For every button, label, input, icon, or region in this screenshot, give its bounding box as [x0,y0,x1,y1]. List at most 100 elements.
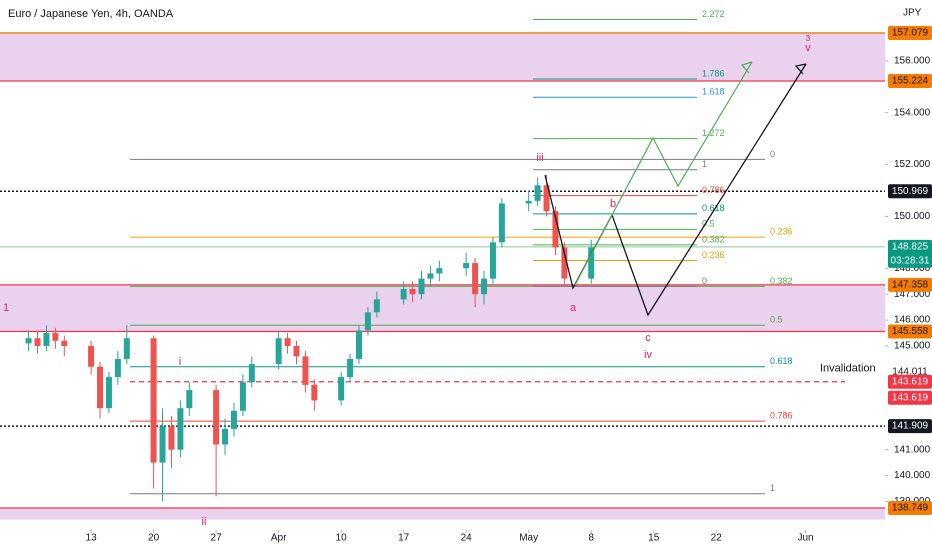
zone [0,507,885,520]
x-tick-label: 17 [398,533,410,544]
candle-body [498,203,505,243]
x-tick-label: 24 [461,533,473,544]
wave-label: 1 [3,302,9,314]
price-label: 144.011 [892,366,928,377]
y-tick-label: 141.000 [894,444,931,455]
candle-body [275,338,282,365]
price-label-box [888,184,932,199]
arrow-head [794,63,807,75]
price-label-box [888,239,932,268]
candle-body [481,278,488,295]
candle-body [489,242,496,279]
wave-label: iv [644,349,652,361]
wave-label: i [179,356,181,368]
candle-body [302,356,309,385]
candle-body [347,358,354,378]
candle-body [123,338,130,359]
x-tick-label: Apr [271,533,287,544]
chart-title: Euro / Japanese Yen, 4h, OANDA [8,8,174,20]
price-label-box [888,74,932,89]
currency: JPY [903,8,922,19]
fib-label: 2.272 [702,9,725,19]
candle-body [97,366,104,409]
x-tick-label: Jun [797,533,813,544]
zone [0,32,885,82]
candle-body [543,185,550,212]
candle-body [186,390,193,409]
fib-label: 1.272 [702,128,725,138]
x-tick-label: 15 [648,533,660,544]
price-label-box [888,277,932,292]
candle-body [472,263,479,295]
y-tick-label: 146.000 [894,315,931,326]
price-label-box [888,390,932,405]
fib-label: 0 [770,149,775,159]
candle-body [34,338,41,346]
fib-label: 1 [702,159,707,169]
price-label-box [888,419,932,434]
price-label: 150.969 [892,186,929,197]
y-tick-label: 154.000 [894,107,931,118]
candle-body [552,211,559,248]
candle-body [463,263,470,269]
fib-label: 0.618 [702,203,725,213]
y-tick-label: 145.000 [894,341,931,352]
candle-body [168,426,175,450]
fib-label: 0.382 [702,234,725,244]
candle-body [222,428,229,445]
fib-label: 0.382 [770,276,793,286]
x-tick-label: 27 [211,533,223,544]
y-tick-label: 150.000 [894,211,931,222]
wave-label: b [610,198,616,210]
fib-label: 0.5 [702,219,715,229]
candle-body [418,278,425,295]
candle-body [356,330,363,359]
candle-body [105,377,112,409]
price-label: 143.619 [892,376,929,387]
x-tick-label: 22 [711,533,723,544]
time-axis [0,530,932,550]
projection-green [574,61,753,286]
wave-label: 3 [806,34,811,43]
wave-label: ii [202,516,207,528]
x-tick-label: 10 [336,533,348,544]
price-label: 143.619 [892,392,929,403]
y-tick-label: 148.000 [894,263,931,274]
wave-label: a [570,302,577,314]
x-tick-label: 20 [148,533,160,544]
fib-label: 0.786 [702,185,725,195]
candle-body [61,340,68,346]
candle-body [311,384,318,401]
fib-label: 0.618 [770,356,793,366]
candle-body [534,185,541,201]
y-tick-label: 152.000 [894,159,931,170]
candle-body [52,333,59,341]
zone [0,284,885,332]
candle-body [561,247,568,279]
candle-body [364,312,371,331]
candle-body [427,273,434,279]
fib-label: 0 [702,276,707,286]
candle-body [43,333,50,346]
fib-label: 1.618 [702,87,725,97]
fib-label: 0.786 [770,411,793,421]
candle-body [284,338,291,346]
candle-body [248,364,255,383]
candle-body [239,382,246,411]
x-tick-label: May [519,533,538,544]
price-label: 148.825 [892,241,929,252]
wave-label: v [805,42,811,54]
price-label: 138.749 [892,503,929,514]
candle-body [25,338,32,344]
candle-body [230,410,237,429]
candle-body [525,200,532,204]
price-label-box [888,324,932,339]
price-label: 141.909 [892,421,929,432]
fib-label: 0.236 [770,227,793,237]
price-label: 157.079 [892,28,929,39]
price-label-box [888,374,932,389]
y-tick-label: 156.000 [894,56,931,67]
x-tick-label: 8 [588,533,594,544]
price-label: 147.358 [892,280,929,291]
wave-label: iii [536,152,543,164]
